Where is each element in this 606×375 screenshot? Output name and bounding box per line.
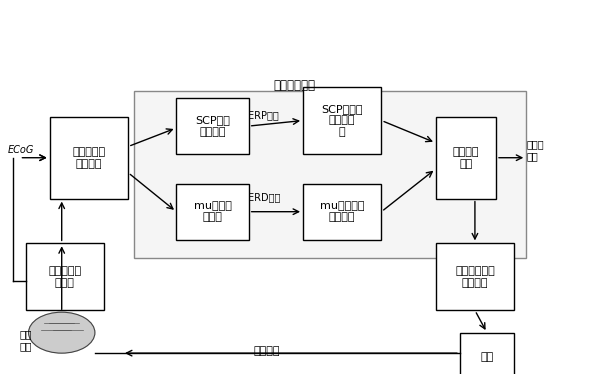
Text: ERD指标: ERD指标 [248, 192, 280, 202]
Text: ECoG: ECoG [7, 145, 34, 155]
FancyBboxPatch shape [436, 243, 514, 310]
FancyBboxPatch shape [134, 91, 526, 258]
Text: 手术治疗: 手术治疗 [253, 346, 280, 356]
Text: mu节律模式
分类单元: mu节律模式 分类单元 [320, 201, 364, 222]
Text: mu特征提
取单元: mu特征提 取单元 [193, 201, 231, 222]
Text: SCP特征
提取单元: SCP特征 提取单元 [195, 115, 230, 137]
Text: 组合分类
单元: 组合分类 单元 [453, 147, 479, 168]
FancyBboxPatch shape [176, 184, 248, 240]
Text: 脑电信号采
集模块: 脑电信号采 集模块 [48, 266, 81, 288]
FancyBboxPatch shape [303, 87, 381, 154]
Text: ERP指标: ERP指标 [248, 110, 279, 120]
FancyBboxPatch shape [303, 184, 381, 240]
Text: 医生: 医生 [481, 352, 494, 362]
Text: 植入
电极: 植入 电极 [19, 329, 32, 351]
Text: 脑电信号预
处理单元: 脑电信号预 处理单元 [72, 147, 105, 168]
Circle shape [28, 312, 95, 353]
Text: SCP信号模
式分类单
元: SCP信号模 式分类单 元 [321, 104, 363, 137]
FancyBboxPatch shape [25, 243, 104, 310]
Text: 功能定位地图
输出模块: 功能定位地图 输出模块 [455, 266, 494, 288]
FancyBboxPatch shape [176, 98, 248, 154]
FancyBboxPatch shape [436, 117, 496, 199]
FancyBboxPatch shape [460, 333, 514, 375]
Text: 特征性
电极: 特征性 电极 [526, 140, 544, 161]
FancyBboxPatch shape [50, 117, 128, 199]
Text: 信号处理模块: 信号处理模块 [273, 79, 315, 92]
